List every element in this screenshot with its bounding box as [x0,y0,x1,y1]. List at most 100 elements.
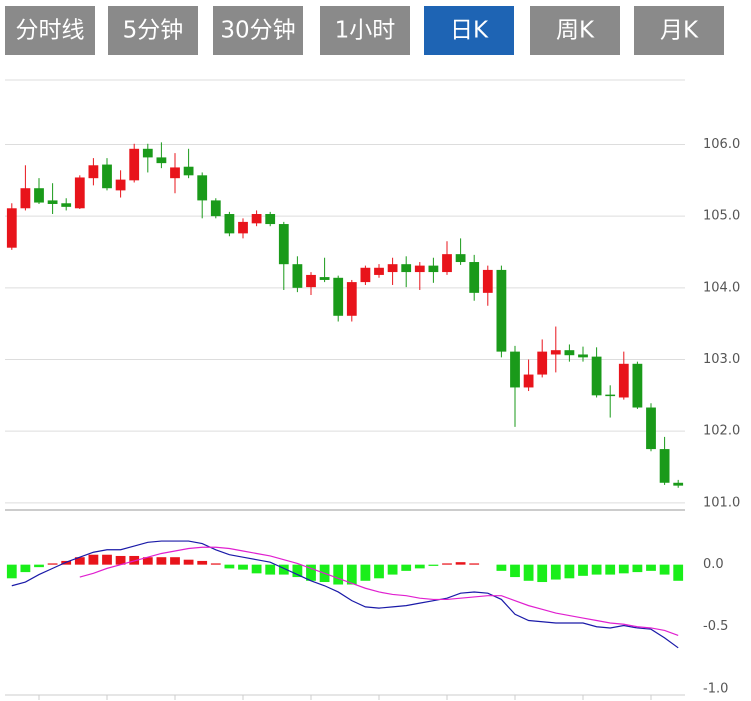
candle-body [20,188,31,209]
macd-bar [605,564,616,575]
candle-body [496,269,507,352]
macd-bar [88,554,99,565]
macd-line [79,546,679,636]
macd-bar [550,564,561,580]
macd-line [11,540,679,649]
candle-body [47,200,58,204]
y-tick-label: 101.0 [703,495,740,510]
macd-bar [537,564,548,583]
tab-button[interactable] [213,6,303,55]
candle-body [401,264,412,273]
macd-bar [333,564,344,585]
candle-body [387,264,398,273]
macd-bar [414,564,425,569]
candle-body [156,157,167,164]
macd-bar [632,564,643,573]
candle-body [414,265,425,273]
candle-body [632,363,643,408]
macd-bar [251,564,262,574]
macd-bar [428,564,439,566]
macd-bar [659,564,670,575]
candle-body [455,254,466,263]
macd-bar [374,564,384,579]
candle-body [442,254,452,273]
macd-bar [265,564,276,575]
macd-bar [591,564,602,575]
y-tick-label: 106.0 [703,137,740,152]
macd-bar [401,564,412,571]
y-tick-label: -1.0 [703,681,728,696]
y-tick-label: 0.0 [703,557,724,572]
macd-bar [618,564,629,574]
macd-bar [523,564,534,581]
candle-body [537,351,548,375]
candle-body [238,221,248,234]
candle-body [224,214,235,234]
macd-bar [292,564,303,578]
candle-body [346,282,357,316]
candle-body [61,203,72,207]
macd-bar [197,560,208,565]
tab-button[interactable] [108,6,198,55]
macd-bar [20,564,31,573]
candle-body [74,177,85,209]
candle-body [646,407,656,450]
tab-button[interactable] [5,6,95,55]
candle-body [550,350,561,355]
candle-body [115,179,126,191]
candle-body [306,274,316,288]
y-tick-label: 102.0 [703,424,740,439]
macd-bar [6,564,17,579]
candle-body [102,164,112,189]
candle-body [578,354,588,358]
candle-body [374,267,384,275]
candle-body [333,277,344,316]
macd-bar [306,564,316,581]
tab-label[interactable]: 日K [450,18,489,44]
candle-body [428,265,439,273]
macd-bar [578,564,588,576]
macd-bar [115,555,126,565]
y-tick-label: 103.0 [703,352,740,367]
candle-body [482,269,493,293]
macd-bar [673,564,684,581]
macd-bar [224,564,235,569]
macd-bar [278,564,289,575]
tab-button[interactable] [320,6,410,55]
candle-body [210,200,221,217]
macd-bar [74,557,85,565]
macd-bar [469,563,480,565]
macd-bar [646,564,656,571]
macd-bar [156,557,167,565]
tab-button[interactable] [634,6,724,55]
tab-label[interactable]: 月K [660,18,699,44]
candle-body [142,148,153,158]
y-tick-label: 105.0 [703,209,740,224]
candle-body [183,166,194,176]
candle-body [278,224,289,265]
macd-bar [360,564,371,581]
macd-bar [142,557,153,565]
tab-button[interactable] [424,6,514,55]
candle-body [88,165,99,179]
candle-body [673,482,684,486]
macd-bar [34,564,44,568]
tab-label[interactable]: 分时线 [16,18,85,44]
tab-label[interactable]: 30分钟 [220,18,295,44]
tab-button[interactable] [530,6,620,55]
candle-body [251,214,262,224]
tab-label[interactable]: 周K [556,18,595,44]
candle-body [564,350,575,356]
candle-body [469,262,480,293]
candle-body [659,449,670,483]
macd-bar [387,564,398,575]
macd-bar [102,554,112,565]
candle-body [197,175,208,201]
macd-bar [496,564,507,571]
macd-bar [170,557,180,565]
tab-label[interactable]: 5分钟 [123,18,184,44]
macd-bar [510,564,520,578]
tab-label[interactable]: 1小时 [335,18,396,44]
macd-bar [455,562,466,565]
macd-bar [47,563,58,565]
